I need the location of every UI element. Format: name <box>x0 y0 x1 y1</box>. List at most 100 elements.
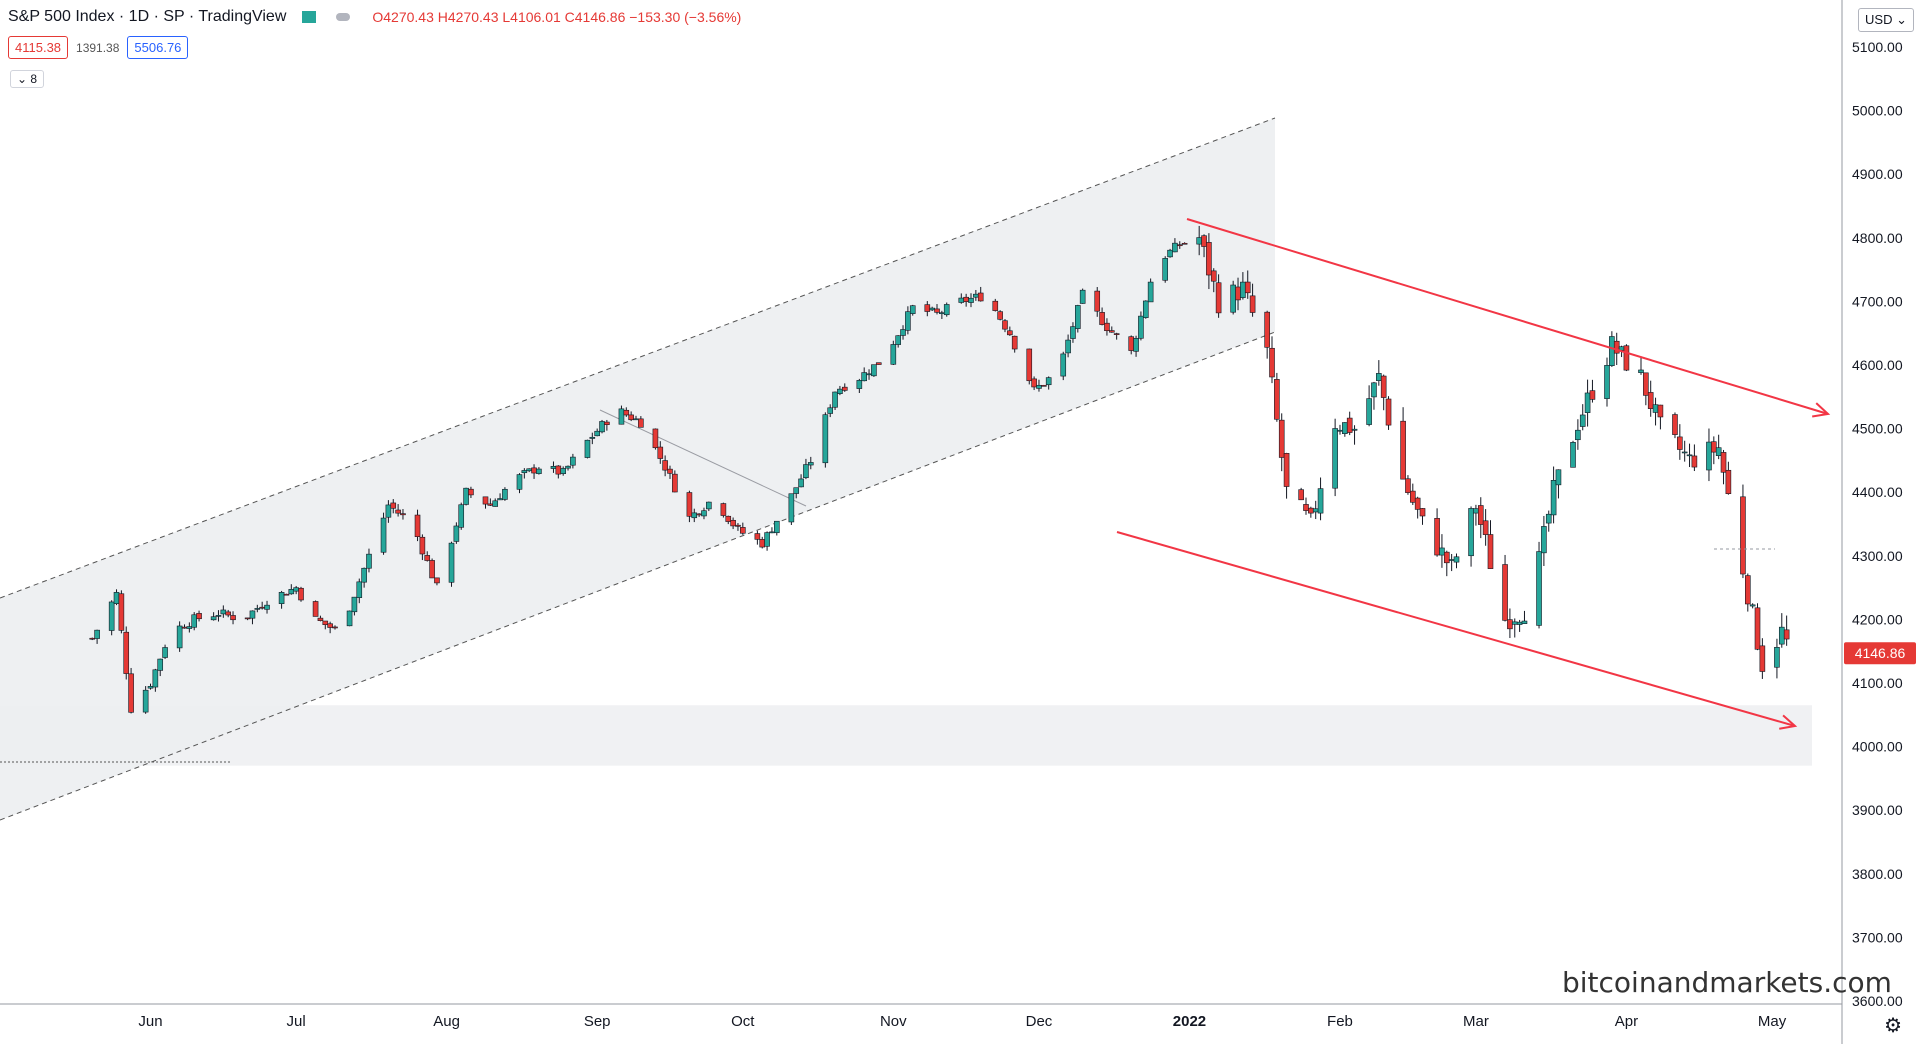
eye-icon[interactable] <box>336 13 351 21</box>
candle-body <box>1133 338 1139 352</box>
time-tick-label: Mar <box>1463 1013 1489 1030</box>
price-tick-label: 3600.00 <box>1852 993 1903 1009</box>
candle-body <box>1240 281 1246 298</box>
ohlc-readout: O4270.43 H4270.43 L4106.01 C4146.86 −153… <box>372 9 742 25</box>
currency-selector[interactable]: USD ⌄ <box>1858 8 1914 32</box>
candle-body <box>254 608 261 610</box>
candle-body <box>312 601 319 617</box>
candle-body <box>1167 249 1173 258</box>
price-tick-label: 4900.00 <box>1852 166 1903 182</box>
candle-body <box>686 492 693 517</box>
candle-body <box>929 307 935 311</box>
candle-body <box>604 421 610 425</box>
candle-body <box>118 593 125 631</box>
candle-body <box>536 468 542 474</box>
price-tick-label: 4400.00 <box>1852 484 1903 500</box>
candle-body <box>1138 315 1144 339</box>
candle-body <box>385 504 392 518</box>
candle-body <box>1011 335 1018 350</box>
candle-body <box>419 536 426 555</box>
candle-body <box>1113 333 1120 335</box>
candle-body <box>1176 244 1183 247</box>
candle-body <box>1778 626 1785 645</box>
candle-body <box>1070 326 1076 339</box>
candle-body <box>1099 312 1105 325</box>
candle-body <box>1439 547 1445 556</box>
candle-body <box>1482 520 1489 535</box>
candle-body <box>1759 645 1766 672</box>
candle-body <box>1550 480 1557 516</box>
candle-body <box>264 604 270 610</box>
candle-body <box>482 496 489 505</box>
indicator-row: 4115.38 1391.38 5506.76 <box>8 36 189 59</box>
current-price-badge <box>1844 642 1916 665</box>
gear-icon[interactable]: ⚙ <box>1884 1015 1902 1037</box>
candle-body <box>1244 281 1251 294</box>
candle-body <box>162 647 168 658</box>
candle-body <box>414 514 421 537</box>
candle-body <box>521 470 528 474</box>
price-tick-label: 5100.00 <box>1852 39 1903 55</box>
symbol-title[interactable]: S&P 500 Index · 1D · SP · TradingView <box>8 8 287 25</box>
candle-body <box>856 380 863 389</box>
candle-body <box>278 592 285 604</box>
candle-body <box>832 391 838 408</box>
candle-body <box>1041 385 1047 387</box>
candle-body <box>943 304 950 316</box>
candle-body <box>244 617 251 620</box>
candle-body <box>773 520 780 534</box>
candle-body <box>1283 453 1290 487</box>
candle-body <box>1473 508 1479 514</box>
candle-body <box>196 613 202 620</box>
time-tick-label: 2022 <box>1173 1013 1206 1030</box>
candle-body <box>1142 300 1149 318</box>
candle-body <box>968 297 974 303</box>
candle-body <box>147 686 154 689</box>
time-tick-label: Jul <box>287 1013 306 1030</box>
candle-body <box>1448 559 1455 561</box>
candle-body <box>1725 469 1732 495</box>
candle-body <box>1410 490 1416 503</box>
candle-body <box>565 465 571 469</box>
candle-body <box>1643 372 1649 396</box>
candle-body <box>1414 497 1421 510</box>
candle-body <box>1691 455 1698 468</box>
candle-body <box>487 503 494 506</box>
rising-channel-fill <box>0 118 1275 820</box>
candle-body <box>1405 478 1411 493</box>
flag-icon[interactable] <box>302 11 317 23</box>
candle-body <box>526 468 532 472</box>
candle-body <box>1681 451 1688 454</box>
candle-body <box>1181 242 1188 245</box>
candle-body <box>89 637 96 640</box>
price-tick-label: 4700.00 <box>1852 293 1903 309</box>
candle-body <box>735 524 741 527</box>
candle-body <box>1720 452 1727 473</box>
candle-body <box>142 689 149 713</box>
candle-body <box>798 478 804 488</box>
price-tick-label: 3900.00 <box>1852 802 1903 818</box>
candle-body <box>351 596 358 613</box>
collapse-indicators-button[interactable]: ⌄ 8 <box>10 70 45 88</box>
candle-body <box>1371 382 1377 398</box>
candle-body <box>176 625 183 649</box>
time-tick-label: May <box>1758 1013 1787 1030</box>
candle-body <box>249 610 256 619</box>
candle-body <box>803 464 809 479</box>
candle-body <box>934 308 940 313</box>
candle-body <box>1536 551 1542 626</box>
candle-body <box>1045 377 1052 386</box>
candle-body <box>1201 235 1207 247</box>
candle-body <box>1172 242 1178 253</box>
candle-body <box>157 658 164 671</box>
candle-body <box>1604 365 1610 399</box>
candle-body <box>589 436 596 439</box>
candle-body <box>181 626 188 629</box>
candle-body <box>599 421 605 433</box>
candle-body <box>584 439 591 458</box>
candle-body <box>225 611 231 616</box>
candle-body <box>866 373 872 376</box>
candle-body <box>841 386 848 391</box>
price-tick-label: 3800.00 <box>1852 866 1903 882</box>
